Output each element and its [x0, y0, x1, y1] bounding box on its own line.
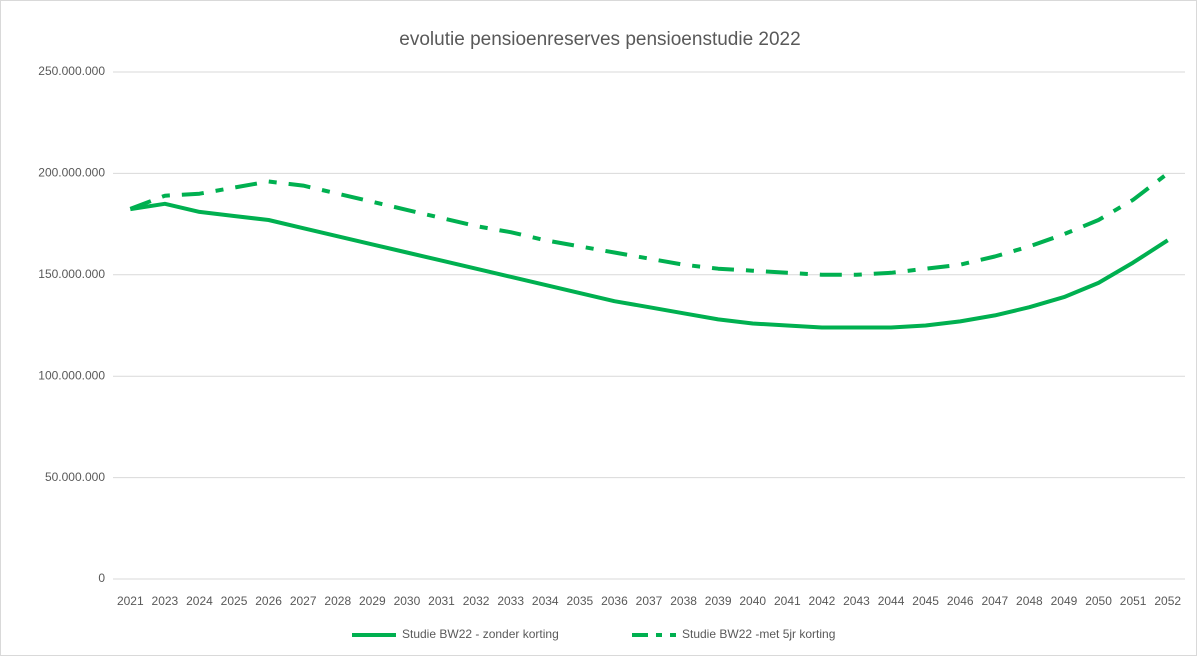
x-tick-label: 2024 — [186, 594, 213, 608]
x-tick-label: 2031 — [428, 594, 455, 608]
legend-label: Studie BW22 -met 5jr korting — [682, 627, 835, 641]
x-tick-label: 2051 — [1120, 594, 1147, 608]
x-tick-label: 2038 — [670, 594, 697, 608]
x-tick-label: 2040 — [739, 594, 766, 608]
y-tick-label: 250.000.000 — [38, 64, 105, 78]
legend-label: Studie BW22 - zonder korting — [402, 627, 559, 641]
x-tick-label: 2026 — [255, 594, 282, 608]
x-tick-label: 2030 — [394, 594, 421, 608]
x-tick-label: 2037 — [636, 594, 663, 608]
y-tick-label: 200.000.000 — [38, 166, 105, 180]
series-line — [129, 201, 1169, 330]
x-tick-label: 2052 — [1154, 594, 1181, 608]
x-tick-label: 2025 — [221, 594, 248, 608]
x-tick-label: 2045 — [912, 594, 939, 608]
x-tick-label: 2048 — [1016, 594, 1043, 608]
y-tick-label: 50.000.000 — [45, 470, 105, 484]
x-tick-label: 2036 — [601, 594, 628, 608]
x-tick-label: 2034 — [532, 594, 559, 608]
x-tick-label: 2029 — [359, 594, 386, 608]
y-tick-label: 150.000.000 — [38, 267, 105, 281]
chart-title: evolutie pensioenreserves pensioenstudie… — [399, 29, 800, 50]
x-tick-label: 2042 — [809, 594, 836, 608]
x-tick-label: 2039 — [705, 594, 732, 608]
x-tick-label: 2044 — [878, 594, 905, 608]
y-tick-label: 0 — [98, 571, 105, 585]
x-tick-label: 2033 — [497, 594, 524, 608]
x-tick-label: 2035 — [566, 594, 593, 608]
x-tick-label: 2046 — [947, 594, 974, 608]
x-tick-label: 2050 — [1085, 594, 1112, 608]
y-tick-label: 100.000.000 — [38, 368, 105, 382]
x-tick-label: 2047 — [981, 594, 1008, 608]
x-tick-label: 2021 — [117, 594, 144, 608]
x-tick-label: 2043 — [843, 594, 870, 608]
x-tick-label: 2028 — [324, 594, 351, 608]
series-line — [129, 171, 1169, 277]
x-tick-label: 2023 — [152, 594, 179, 608]
x-tick-label: 2032 — [463, 594, 490, 608]
x-tick-label: 2027 — [290, 594, 317, 608]
x-tick-label: 2049 — [1051, 594, 1078, 608]
x-tick-label: 2041 — [774, 594, 801, 608]
